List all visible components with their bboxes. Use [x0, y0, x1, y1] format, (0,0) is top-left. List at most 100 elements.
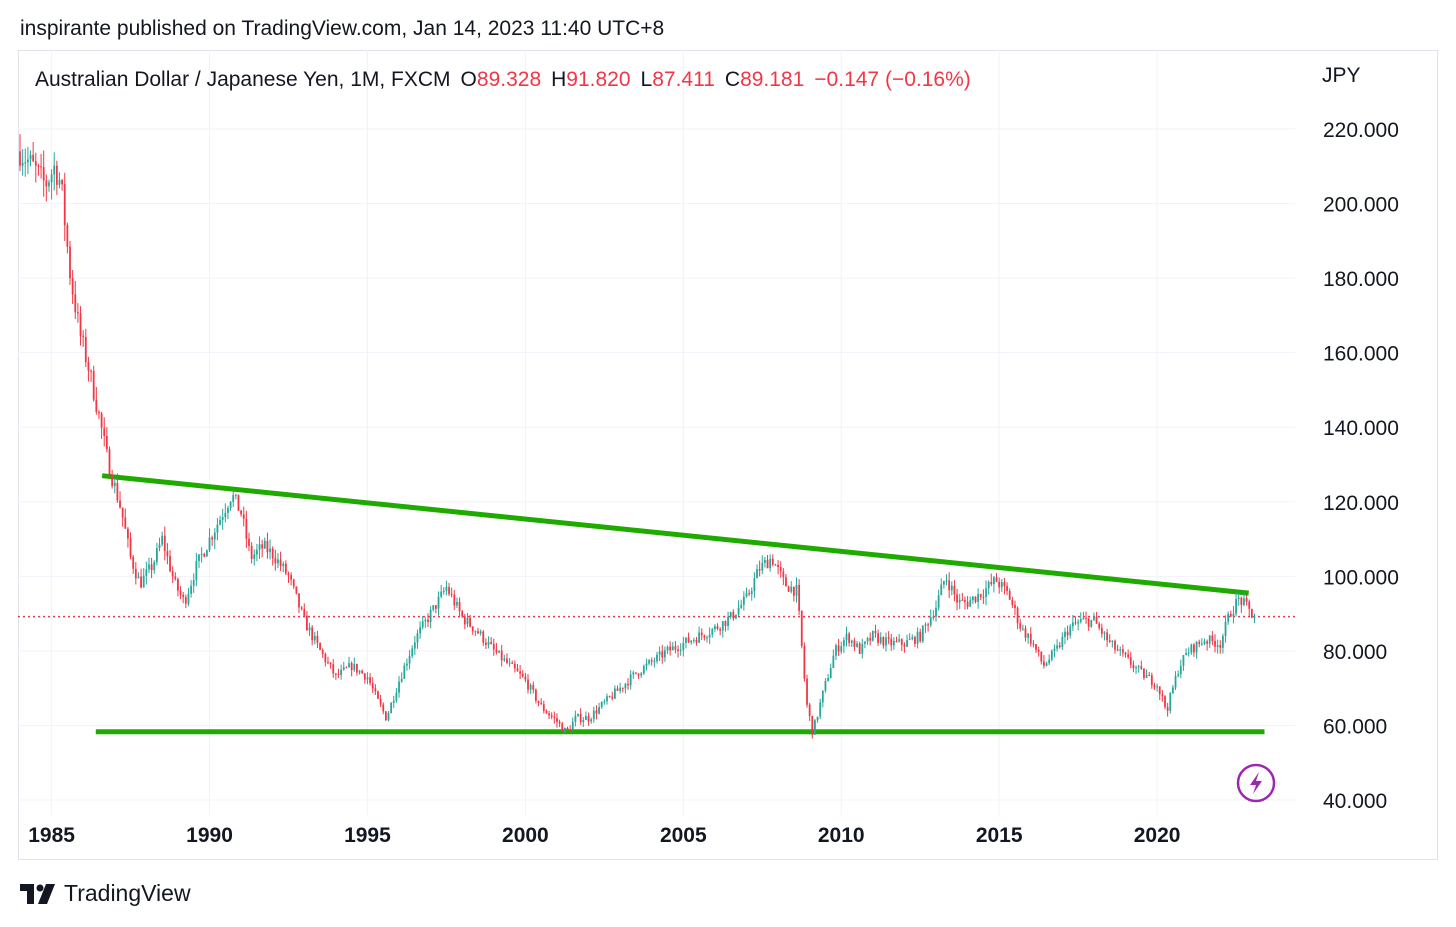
x-tick-label: 1985 — [28, 824, 75, 847]
candle-body — [906, 639, 908, 647]
candle-body — [255, 549, 258, 555]
candle-body — [806, 678, 808, 705]
candle-body — [121, 507, 124, 518]
tradingview-logo-icon[interactable] — [20, 883, 56, 904]
candle-body — [1132, 664, 1135, 669]
candle-body — [1000, 582, 1003, 588]
candle-body — [1222, 636, 1224, 648]
candle-body — [964, 599, 966, 602]
candle-body — [1021, 628, 1024, 630]
y-tick-label: 100.000 — [1323, 566, 1399, 589]
candle-body — [785, 577, 787, 587]
candle-body — [1006, 586, 1008, 592]
candle-body — [550, 715, 553, 717]
candle-body — [635, 672, 637, 674]
candle-body — [516, 668, 519, 672]
candle-body — [513, 663, 516, 669]
candle-body — [329, 662, 332, 665]
candle-body — [1093, 616, 1095, 620]
candle-body — [835, 645, 837, 656]
y-tick-label: 40.000 — [1323, 790, 1387, 813]
candle-body — [1206, 641, 1209, 644]
candle-body — [116, 482, 119, 501]
candle-body — [619, 687, 622, 691]
candle-body — [598, 706, 600, 714]
candle-body — [748, 593, 751, 595]
candle-body — [632, 672, 635, 675]
candle-body — [300, 607, 303, 609]
candle-body — [582, 719, 585, 723]
candle-body — [587, 716, 590, 722]
candle-body — [895, 640, 898, 642]
candle-body — [40, 166, 42, 168]
candle-body — [563, 727, 566, 732]
x-tick-label: 1995 — [344, 824, 391, 847]
candle-body — [232, 495, 235, 502]
candle-body — [492, 643, 495, 650]
candle-body — [1243, 598, 1245, 605]
candle-body — [148, 564, 150, 570]
candle-body — [284, 563, 287, 574]
candle-body — [363, 673, 366, 680]
candle-body — [682, 642, 685, 651]
candle-body — [927, 624, 930, 626]
candle-body — [966, 601, 969, 607]
candle-body — [1253, 616, 1256, 618]
candle-body — [53, 165, 56, 175]
symbol-name[interactable]: Australian Dollar / Japanese Yen, 1M, FX… — [35, 68, 451, 91]
candle-body — [369, 677, 371, 684]
y-tick-label: 120.000 — [1323, 492, 1399, 515]
low-label: L — [640, 68, 653, 91]
candle-body — [585, 716, 587, 720]
candle-body — [100, 413, 103, 428]
candle-body — [1211, 635, 1214, 641]
candle-body — [477, 631, 479, 634]
candle-body — [692, 639, 695, 641]
candle-body — [719, 628, 722, 631]
candle-body — [987, 581, 990, 589]
candle-body — [777, 564, 779, 568]
candle-body — [753, 578, 756, 591]
candle-body — [1024, 628, 1027, 638]
candle-body — [408, 656, 411, 664]
candle-body — [708, 634, 711, 638]
candle-body — [887, 637, 890, 639]
candle-body — [177, 578, 179, 591]
open-value: 89.328 — [476, 68, 542, 91]
candle-body — [1090, 619, 1093, 627]
candle-body — [1124, 652, 1127, 655]
price-axis: 220.000 200.000 180.000 160.000 140.000 120.0… — [1323, 119, 1399, 813]
candle-body — [400, 678, 403, 682]
candle-body — [613, 688, 616, 699]
candle-body — [429, 609, 432, 622]
candle-body — [1011, 599, 1014, 605]
candle-body — [914, 637, 916, 644]
published-line: inspirante published on TradingView.com,… — [20, 17, 665, 40]
candle-body — [858, 643, 861, 654]
candle-body — [537, 700, 540, 704]
candle-body — [366, 677, 369, 680]
candle-body — [119, 500, 121, 508]
lightning-icon-bolt — [1250, 772, 1262, 794]
candle-body — [756, 569, 758, 579]
candle-body — [864, 641, 866, 644]
candle-body — [982, 596, 985, 598]
brand-name[interactable]: TradingView — [64, 880, 191, 906]
candle-body — [532, 684, 535, 690]
candle-body — [874, 630, 877, 634]
candle-body — [877, 633, 879, 643]
candle-body — [527, 679, 529, 690]
candle-body — [306, 615, 308, 631]
candle-body — [1037, 649, 1040, 652]
candle-body — [761, 562, 764, 571]
candle-body — [127, 528, 129, 539]
candle-body — [432, 605, 435, 610]
candle-body — [1074, 622, 1077, 624]
candle-body — [61, 180, 64, 185]
candle-body — [953, 585, 956, 595]
candle-body — [340, 669, 343, 676]
candle-body — [245, 518, 248, 539]
candle-body — [742, 596, 745, 605]
candle-body — [208, 537, 211, 551]
